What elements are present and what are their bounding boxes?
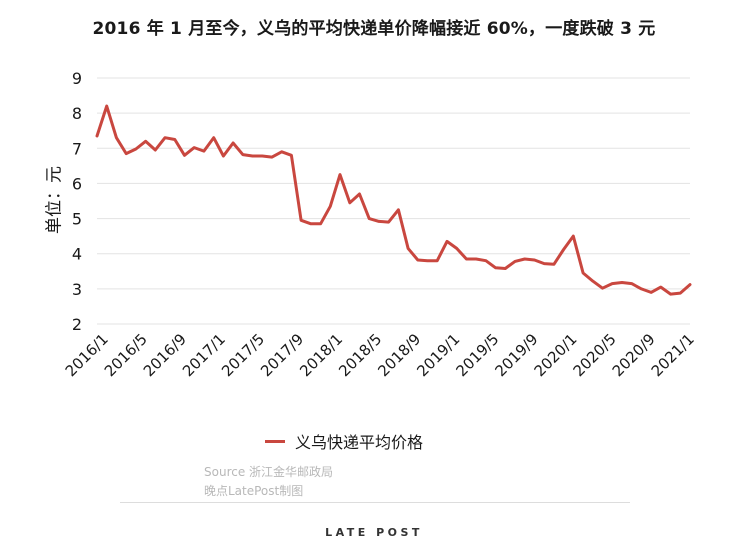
y-tick-label: 4 xyxy=(72,245,82,264)
x-tick-label: 2021/1 xyxy=(648,330,698,380)
legend-swatch xyxy=(265,439,285,443)
chart-title: 2016 年 1 月至今，义乌的平均快递单价降幅接近 60%，一度跌破 3 元 xyxy=(92,19,656,39)
x-tick-label: 2016/1 xyxy=(62,330,112,380)
x-tick-label: 2018/5 xyxy=(335,330,385,380)
x-tick-label: 2017/5 xyxy=(218,330,268,380)
x-tick-label: 2019/1 xyxy=(413,330,463,380)
x-tick-label: 2016/5 xyxy=(101,330,151,380)
x-tick-label: 2016/9 xyxy=(140,330,190,380)
x-tick-label: 2017/9 xyxy=(257,330,307,380)
source-note: Source 浙江金华邮政局 晚点LatePost制图 xyxy=(204,463,333,501)
footer-divider xyxy=(120,502,630,503)
y-tick-label: 5 xyxy=(72,210,82,229)
x-tick-label: 2020/9 xyxy=(609,330,659,380)
source-line: Source 浙江金华邮政局 xyxy=(204,465,334,479)
brand-logo: LATE POST xyxy=(325,526,423,539)
y-tick-label: 6 xyxy=(72,174,82,193)
y-tick-label: 2 xyxy=(72,315,82,334)
x-tick-label: 2018/1 xyxy=(296,330,346,380)
y-tick-label: 7 xyxy=(72,139,82,158)
x-tick-label: 2017/1 xyxy=(179,330,229,380)
x-tick-label: 2018/9 xyxy=(374,330,424,380)
legend-label: 义乌快递平均价格 xyxy=(295,433,424,452)
y-tick-label: 3 xyxy=(72,280,82,299)
y-tick-label: 9 xyxy=(72,69,82,88)
legend: 义乌快递平均价格 xyxy=(265,430,423,452)
y-tick-label: 8 xyxy=(72,104,82,123)
x-tick-label: 2020/5 xyxy=(570,330,620,380)
credit-line: 晚点LatePost制图 xyxy=(204,484,304,498)
x-tick-label: 2020/1 xyxy=(531,330,581,380)
series-line xyxy=(95,104,692,296)
x-tick-label: 2019/9 xyxy=(492,330,542,380)
x-tick-label: 2019/5 xyxy=(452,330,502,380)
